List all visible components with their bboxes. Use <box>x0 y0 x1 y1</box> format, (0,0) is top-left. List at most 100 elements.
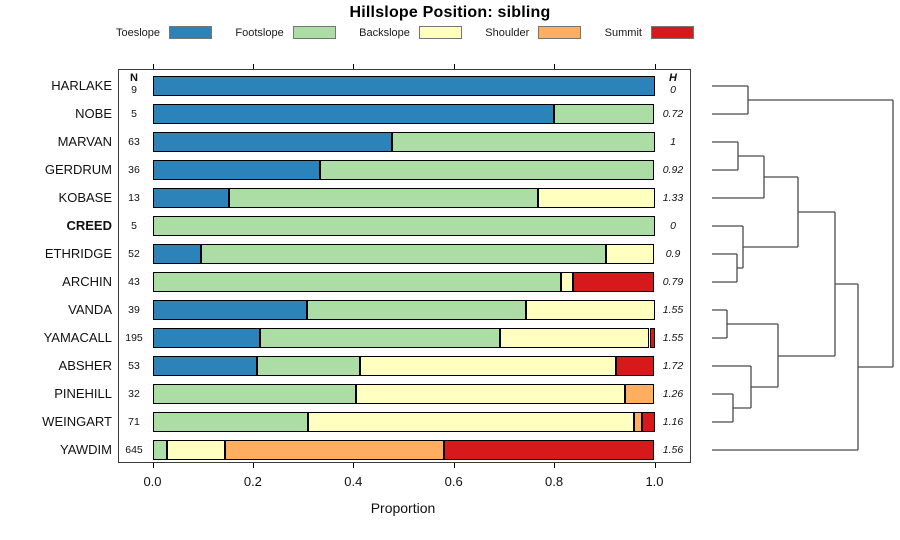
legend-item-footslope: Footslope <box>235 26 336 39</box>
bar-segment-absher-summit <box>616 356 655 376</box>
chart-title: Hillslope Position: sibling <box>349 4 551 21</box>
plot-panel <box>118 69 691 463</box>
x-tick-1.0 <box>654 463 656 468</box>
bar-segment-nobe-footslope <box>554 104 655 124</box>
n-value-gerdrum: 36 <box>128 164 140 176</box>
x-tick-top-0.6 <box>453 64 455 69</box>
n-value-marvan: 63 <box>128 136 140 148</box>
x-tick-label-0.6: 0.6 <box>444 474 463 489</box>
legend-swatch-shoulder <box>538 26 582 39</box>
bar-segment-creed-footslope <box>152 216 655 236</box>
bar-segment-marvan-footslope <box>391 132 655 152</box>
bar-segment-pinehill-shoulder <box>625 384 655 404</box>
row-label-harlake: HARLAKE <box>51 78 112 93</box>
h-value-archin: 0.79 <box>662 276 684 288</box>
bar-segment-kobase-backslope <box>538 188 655 208</box>
x-tick-0.2 <box>252 463 254 468</box>
row-label-yamacall: YAMACALL <box>43 330 112 345</box>
n-column-header: N <box>130 72 138 84</box>
h-value-gerdrum: 0.92 <box>662 164 684 176</box>
h-value-nobe: 0.72 <box>662 108 684 120</box>
bar-segment-weingart-summit <box>642 412 655 432</box>
bar-segment-gerdrum-toeslope <box>152 160 320 180</box>
bar-segment-yawdim-summit <box>444 440 655 460</box>
legend-swatch-toeslope <box>169 26 213 39</box>
n-value-harlake: 9 <box>131 84 137 96</box>
bar-segment-pinehill-footslope <box>152 384 357 404</box>
legend-label-backslope: Backslope <box>359 26 410 39</box>
legend-swatch-footslope <box>292 26 336 39</box>
bar-segment-ethridge-footslope <box>200 244 607 264</box>
legend-label-toeslope: Toeslope <box>116 26 161 39</box>
x-tick-0.8 <box>554 463 556 468</box>
h-value-absher: 1.72 <box>662 360 684 372</box>
n-value-ethridge: 52 <box>128 248 140 260</box>
bar-segment-weingart-backslope <box>307 412 635 432</box>
row-label-nobe: NOBE <box>75 106 112 121</box>
n-value-kobase: 13 <box>128 192 140 204</box>
bar-segment-harlake-toeslope <box>152 76 655 96</box>
legend-item-backslope: Backslope <box>359 26 462 39</box>
legend-label-summit: Summit <box>604 26 642 39</box>
x-tick-label-0.0: 0.0 <box>143 474 162 489</box>
legend-item-shoulder: Shoulder <box>485 26 582 39</box>
h-value-pinehill: 1.26 <box>662 388 684 400</box>
row-label-archin: ARCHIN <box>62 274 112 289</box>
n-value-weingart: 71 <box>128 416 140 428</box>
row-label-yawdim: YAWDIM <box>60 442 112 457</box>
bar-segment-ethridge-backslope <box>606 244 655 264</box>
row-label-creed: CREED <box>66 218 112 233</box>
h-value-yawdim: 1.56 <box>662 444 684 456</box>
legend-label-footslope: Footslope <box>235 26 284 39</box>
bar-segment-marvan-toeslope <box>152 132 392 152</box>
bar-segment-nobe-toeslope <box>152 104 555 124</box>
n-value-absher: 53 <box>128 360 140 372</box>
legend: Toeslope Footslope Backslope Shoulder Summit <box>116 25 694 40</box>
h-value-weingart: 1.16 <box>662 416 684 428</box>
h-value-kobase: 1.33 <box>662 192 684 204</box>
x-tick-label-1.0: 1.0 <box>645 474 664 489</box>
h-value-harlake: 0 <box>670 84 676 96</box>
row-label-pinehill: PINEHILL <box>54 386 112 401</box>
bar-segment-absher-footslope <box>256 356 361 376</box>
bar-segment-ethridge-toeslope <box>152 244 201 264</box>
h-column-header: H <box>669 72 677 84</box>
x-tick-label-0.2: 0.2 <box>243 474 262 489</box>
dendrogram-lines <box>712 85 894 451</box>
row-label-kobase: KOBASE <box>58 190 112 205</box>
n-value-yamacall: 195 <box>125 332 143 344</box>
bar-segment-vanda-toeslope <box>152 300 307 320</box>
bar-segment-yawdim-backslope <box>166 440 225 460</box>
row-label-weingart: WEINGART <box>42 414 112 429</box>
bar-segment-vanda-backslope <box>526 300 655 320</box>
x-axis-label: Proportion <box>370 500 436 516</box>
n-value-pinehill: 32 <box>128 388 140 400</box>
legend-item-toeslope: Toeslope <box>116 26 213 39</box>
n-value-creed: 5 <box>131 220 137 232</box>
bar-segment-archin-backslope <box>560 272 574 292</box>
x-tick-0.4 <box>353 463 355 468</box>
x-tick-0.0 <box>152 463 154 468</box>
bar-segment-vanda-footslope <box>306 300 526 320</box>
bar-segment-yawdim-shoulder <box>224 440 445 460</box>
bar-segment-kobase-footslope <box>228 188 538 208</box>
legend-swatch-backslope <box>418 26 462 39</box>
bar-segment-yamacall-footslope <box>260 328 501 348</box>
row-label-ethridge: ETHRIDGE <box>44 246 112 261</box>
h-value-marvan: 1 <box>670 136 676 148</box>
bar-segment-kobase-toeslope <box>152 188 229 208</box>
bar-segment-yamacall-backslope <box>500 328 650 348</box>
row-label-marvan: MARVAN <box>57 134 112 149</box>
h-value-yamacall: 1.55 <box>662 332 684 344</box>
bar-segment-absher-backslope <box>360 356 617 376</box>
x-tick-label-0.8: 0.8 <box>545 474 564 489</box>
h-value-vanda: 1.55 <box>662 304 684 316</box>
bar-segment-absher-toeslope <box>152 356 257 376</box>
x-tick-0.6 <box>453 463 455 468</box>
bar-segment-weingart-footslope <box>152 412 308 432</box>
n-value-nobe: 5 <box>131 108 137 120</box>
x-tick-top-1.0 <box>654 64 656 69</box>
bar-segment-yamacall-summit <box>649 328 655 348</box>
legend-item-summit: Summit <box>605 26 694 39</box>
h-value-creed: 0 <box>670 220 676 232</box>
